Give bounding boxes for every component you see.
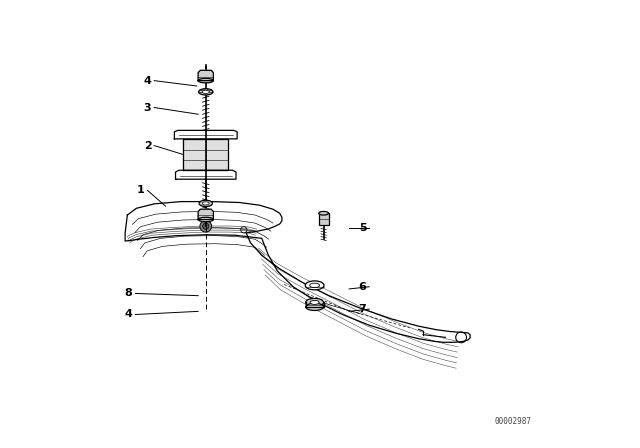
- Ellipse shape: [310, 300, 319, 305]
- Text: 1: 1: [137, 185, 145, 195]
- Ellipse shape: [202, 90, 209, 93]
- FancyBboxPatch shape: [319, 213, 328, 225]
- Text: 3: 3: [144, 103, 151, 112]
- Ellipse shape: [202, 202, 209, 205]
- Circle shape: [200, 220, 212, 232]
- Ellipse shape: [306, 303, 324, 310]
- Ellipse shape: [198, 89, 213, 95]
- Text: 4: 4: [143, 76, 152, 86]
- Text: 4: 4: [125, 310, 132, 319]
- Text: 8: 8: [125, 289, 132, 298]
- Text: 6: 6: [358, 282, 367, 292]
- Ellipse shape: [305, 281, 324, 290]
- Polygon shape: [198, 209, 213, 220]
- Circle shape: [203, 223, 209, 229]
- Ellipse shape: [306, 298, 324, 306]
- Text: 2: 2: [143, 141, 152, 151]
- Polygon shape: [183, 139, 228, 170]
- Polygon shape: [125, 202, 470, 342]
- Text: 7: 7: [358, 304, 367, 314]
- Ellipse shape: [319, 211, 328, 215]
- Polygon shape: [175, 170, 236, 179]
- Ellipse shape: [199, 200, 212, 207]
- Polygon shape: [198, 70, 213, 81]
- Text: 00002987: 00002987: [494, 417, 531, 426]
- Ellipse shape: [198, 78, 213, 83]
- Ellipse shape: [310, 283, 319, 288]
- Ellipse shape: [198, 217, 213, 222]
- Polygon shape: [174, 130, 237, 139]
- Text: 5: 5: [359, 224, 366, 233]
